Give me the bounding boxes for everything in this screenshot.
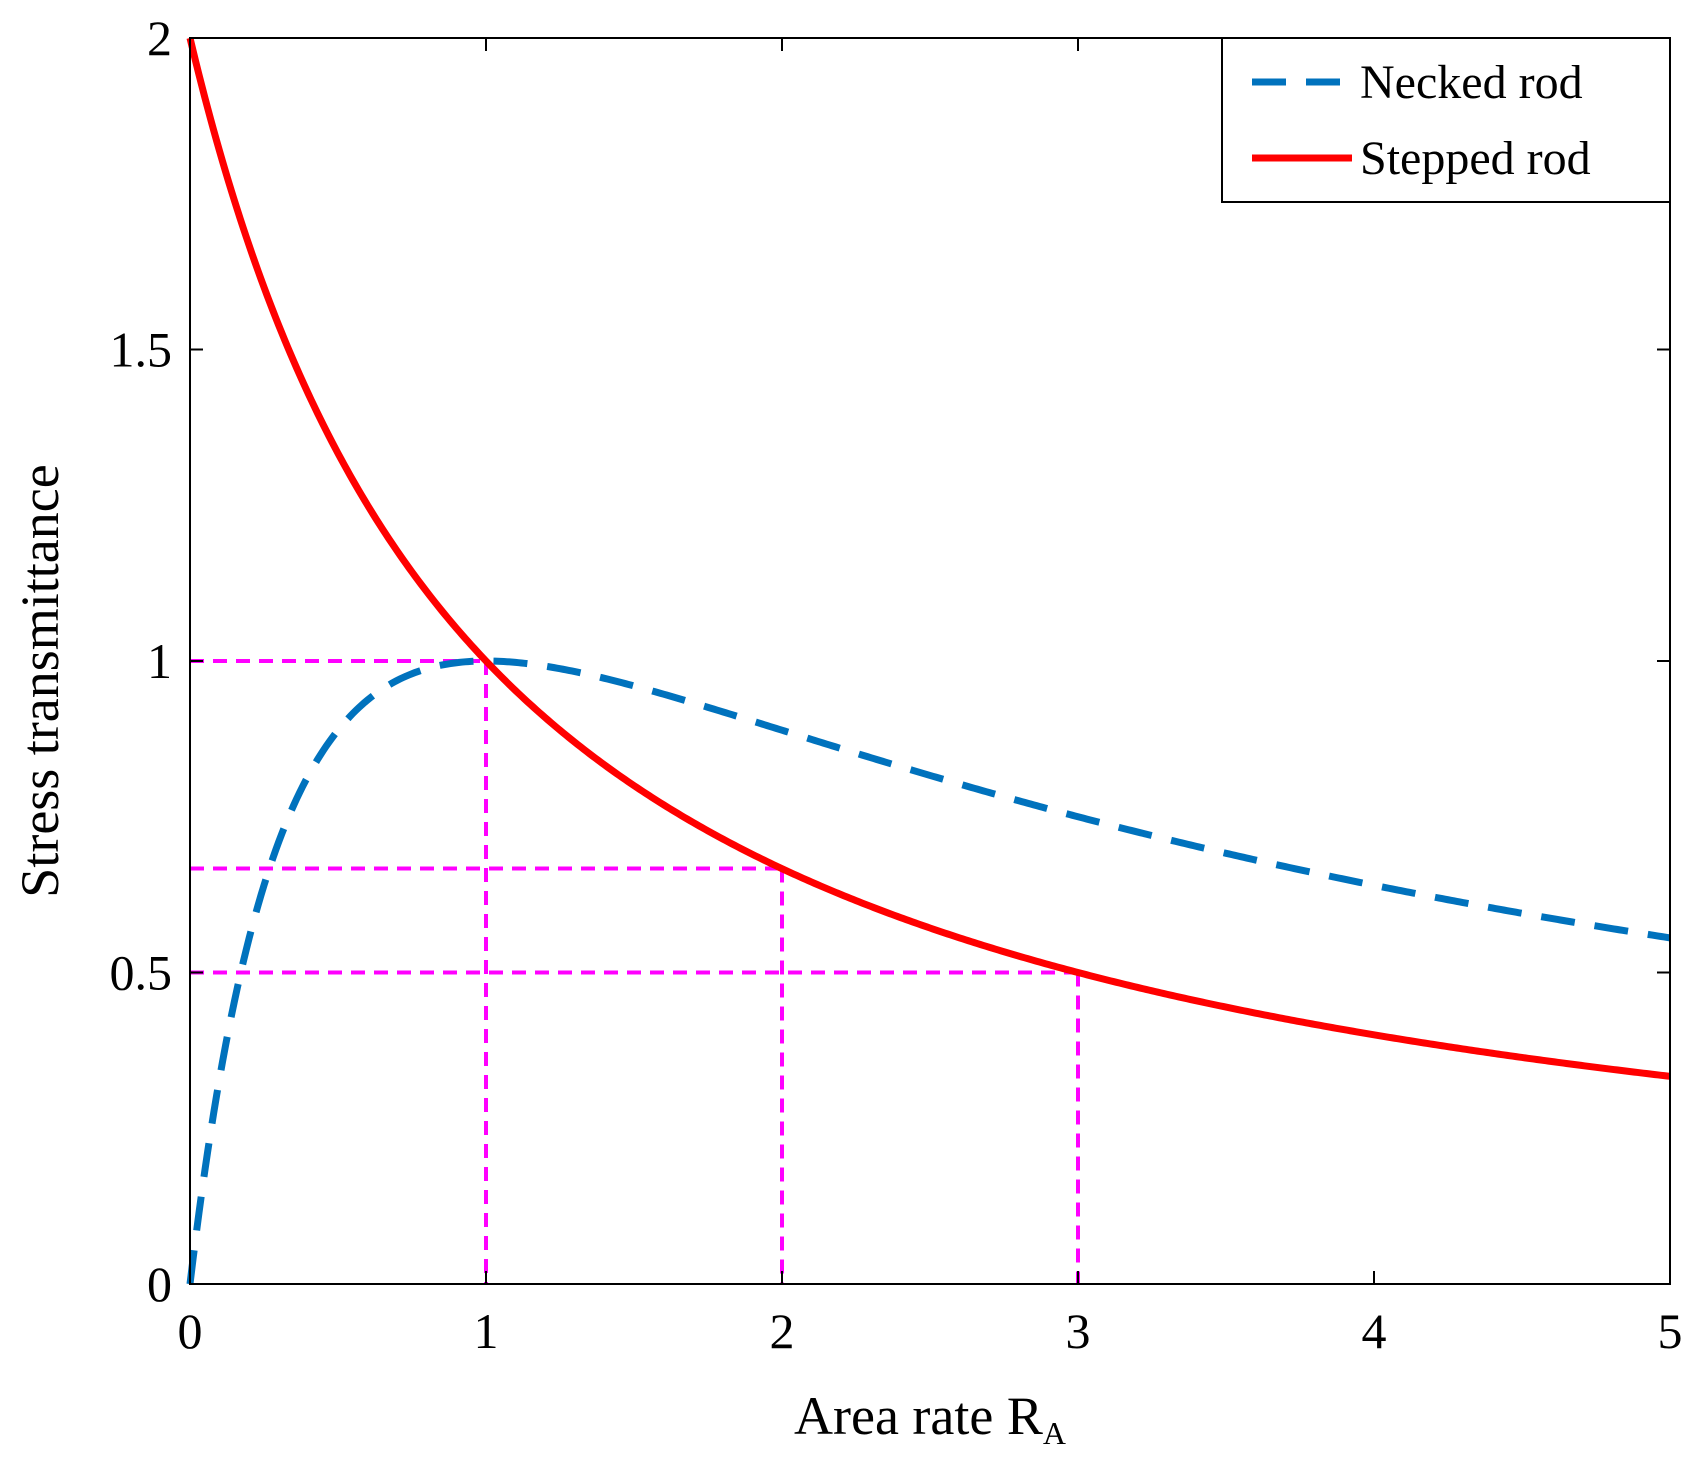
y-tick-label: 1 (147, 633, 172, 689)
x-tick-label: 5 (1658, 1303, 1683, 1359)
x-tick-label: 4 (1362, 1303, 1387, 1359)
y-axis-label: Stress transmittance (10, 464, 70, 897)
legend-box (1221, 37, 1671, 203)
legend-entry-stepped-rod: Stepped rod (1360, 132, 1591, 185)
plot-frame (189, 37, 1671, 1285)
x-tick-label: 0 (178, 1303, 203, 1359)
y-tick-label: 0.5 (110, 945, 173, 1001)
y-tick-label: 1.5 (110, 322, 173, 378)
axis-ticks: 0 1 2 3 4 5 0 0.5 1 1.5 2 (110, 10, 1683, 1359)
x-tick-label: 2 (770, 1303, 795, 1359)
x-tick-label: 3 (1066, 1303, 1091, 1359)
y-tick-label: 0 (147, 1256, 172, 1312)
reference-lines-layer (190, 659, 1080, 1284)
legend: Necked rod Stepped rod (1221, 37, 1671, 203)
series-line-necked-rod (186, 657, 1671, 1285)
y-tick-label: 2 (147, 10, 172, 66)
legend-entry-necked-rod: Necked rod (1360, 56, 1583, 109)
x-axis-label: Area rate RA (794, 1386, 1066, 1451)
x-tick-label: 1 (474, 1303, 499, 1359)
series-line-stepped-rod (186, 37, 1671, 1080)
series-layer (186, 37, 1671, 1285)
